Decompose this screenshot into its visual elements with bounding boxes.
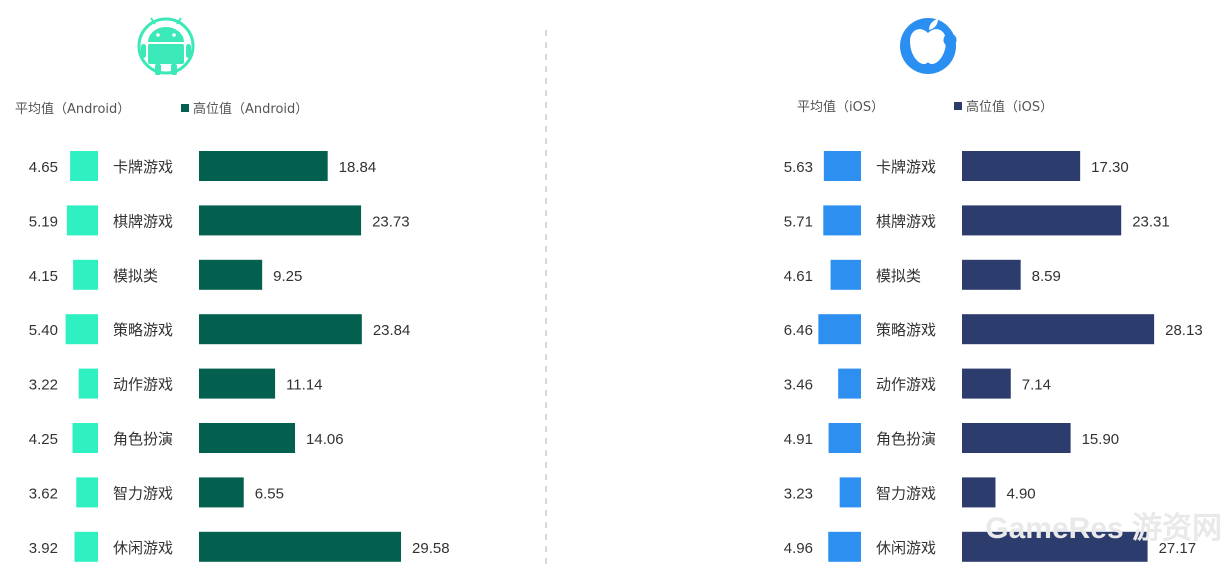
ios-avg-bar xyxy=(830,259,861,290)
ios-avg-value-label: 5.71 xyxy=(784,213,813,230)
ios-high-bar xyxy=(962,259,1021,290)
android-high-bar xyxy=(199,423,296,453)
android-high-value-label: 18.84 xyxy=(339,159,377,176)
android-high-bar xyxy=(199,314,362,345)
android-category-label: 智力游戏 xyxy=(113,484,173,502)
ios-high-value-label: 8.59 xyxy=(1032,268,1061,285)
legend-ios-high-label: 高位值（iOS） xyxy=(966,99,1053,115)
ios-category-label: 动作游戏 xyxy=(876,376,936,394)
android-high-value-label: 11.14 xyxy=(286,377,322,394)
android-avg-value-label: 3.62 xyxy=(29,485,58,502)
android-avg-value-label: 5.40 xyxy=(29,322,58,339)
android-category-label: 角色扮演 xyxy=(113,430,173,448)
android-avg-bar xyxy=(65,314,98,345)
ios-category-label: 角色扮演 xyxy=(876,430,936,448)
android-bar-group: 4.65 卡牌游戏 18.84 5.19 棋牌游戏 23.73 4.15 模拟类 9.25 5.4… xyxy=(29,151,450,562)
ios-high-value-label: 28.13 xyxy=(1165,322,1203,339)
ios-high-bar xyxy=(962,531,1148,562)
ios-avg-bar xyxy=(839,477,861,508)
ios-avg-bar xyxy=(818,314,861,345)
ios-avg-value-label: 3.46 xyxy=(784,377,813,394)
android-avg-bar xyxy=(70,151,98,181)
ios-high-bar xyxy=(962,314,1155,345)
ios-avg-value-label: 4.61 xyxy=(784,268,813,285)
android-avg-value-label: 3.22 xyxy=(29,377,58,394)
ios-category-label: 策略游戏 xyxy=(876,321,936,339)
watermark-text: GameRes 游资网 xyxy=(985,512,1222,545)
android-high-bar xyxy=(199,259,263,290)
android-high-value-label: 29.58 xyxy=(412,540,450,557)
android-avg-value-label: 3.92 xyxy=(29,540,58,557)
ios-high-bar xyxy=(962,477,996,508)
android-high-value-label: 23.73 xyxy=(372,213,410,230)
android-high-bar xyxy=(199,205,362,236)
legend-android-avg-label: 平均值（Android） xyxy=(15,101,130,117)
android-avg-value-label: 5.19 xyxy=(29,213,58,230)
ios-high-bar xyxy=(962,151,1081,181)
legend-ios-high-swatch xyxy=(954,102,962,110)
ios-category-label: 卡牌游戏 xyxy=(876,158,936,176)
android-category-label: 动作游戏 xyxy=(113,376,173,394)
ios-category-label: 休闲游戏 xyxy=(876,539,936,557)
ios-high-value-label: 17.30 xyxy=(1091,159,1129,176)
legend-ios: 平均值（iOS） 高位值（iOS） xyxy=(797,99,1053,115)
android-high-value-label: 9.25 xyxy=(273,268,302,285)
ios-bar-group: 5.63 卡牌游戏 17.30 5.71 棋牌游戏 23.31 4.61 模拟类 8.59 6.4… xyxy=(784,151,1203,562)
android-avg-bar xyxy=(78,368,98,399)
ios-avg-bar xyxy=(838,368,861,399)
android-high-value-label: 6.55 xyxy=(255,485,284,502)
ios-avg-bar xyxy=(828,531,861,562)
ios-avg-value-label: 4.91 xyxy=(784,431,813,448)
android-high-bar xyxy=(199,368,276,399)
android-avg-bar xyxy=(73,259,98,290)
android-high-bar xyxy=(199,531,402,562)
ios-high-value-label: 4.90 xyxy=(1006,485,1035,502)
ios-avg-bar xyxy=(823,205,861,236)
legend-android: 平均值（Android） 高位值（Android） xyxy=(15,101,308,117)
android-category-label: 模拟类 xyxy=(113,267,158,285)
legend-android-high-label: 高位值（Android） xyxy=(193,101,308,117)
android-avg-bar xyxy=(72,423,98,453)
ios-category-label: 棋牌游戏 xyxy=(876,212,936,230)
ios-category-label: 智力游戏 xyxy=(876,484,936,502)
legend-ios-avg-label: 平均值（iOS） xyxy=(797,99,884,115)
ios-category-label: 模拟类 xyxy=(876,267,921,285)
ios-high-value-label: 27.17 xyxy=(1159,540,1197,557)
ios-avg-value-label: 6.46 xyxy=(784,322,813,339)
android-avg-value-label: 4.65 xyxy=(29,159,58,176)
ios-avg-bar xyxy=(828,423,861,453)
android-category-label: 卡牌游戏 xyxy=(113,158,173,176)
ios-high-bar xyxy=(962,368,1011,399)
apple-icon xyxy=(900,18,957,74)
ios-high-value-label: 23.31 xyxy=(1132,213,1170,230)
android-high-value-label: 14.06 xyxy=(306,431,344,448)
android-avg-bar xyxy=(76,477,98,508)
android-icon xyxy=(137,17,195,75)
android-category-label: 休闲游戏 xyxy=(113,539,173,557)
ios-avg-value-label: 3.23 xyxy=(784,485,813,502)
ios-high-bar xyxy=(962,423,1071,453)
android-avg-bar xyxy=(74,531,98,562)
ios-high-value-label: 15.90 xyxy=(1082,431,1120,448)
ios-high-value-label: 7.14 xyxy=(1022,377,1051,394)
android-category-label: 策略游戏 xyxy=(113,321,173,339)
android-avg-value-label: 4.25 xyxy=(29,431,58,448)
android-category-label: 棋牌游戏 xyxy=(113,212,173,230)
android-high-value-label: 23.84 xyxy=(373,322,411,339)
android-avg-bar xyxy=(66,205,98,236)
ios-avg-value-label: 4.96 xyxy=(784,540,813,557)
legend-android-high-swatch xyxy=(181,104,189,112)
android-avg-value-label: 4.15 xyxy=(29,268,58,285)
android-high-bar xyxy=(199,151,328,181)
ios-avg-value-label: 5.63 xyxy=(784,159,813,176)
ios-avg-bar xyxy=(823,151,861,181)
ios-high-bar xyxy=(962,205,1122,236)
android-high-bar xyxy=(199,477,244,508)
